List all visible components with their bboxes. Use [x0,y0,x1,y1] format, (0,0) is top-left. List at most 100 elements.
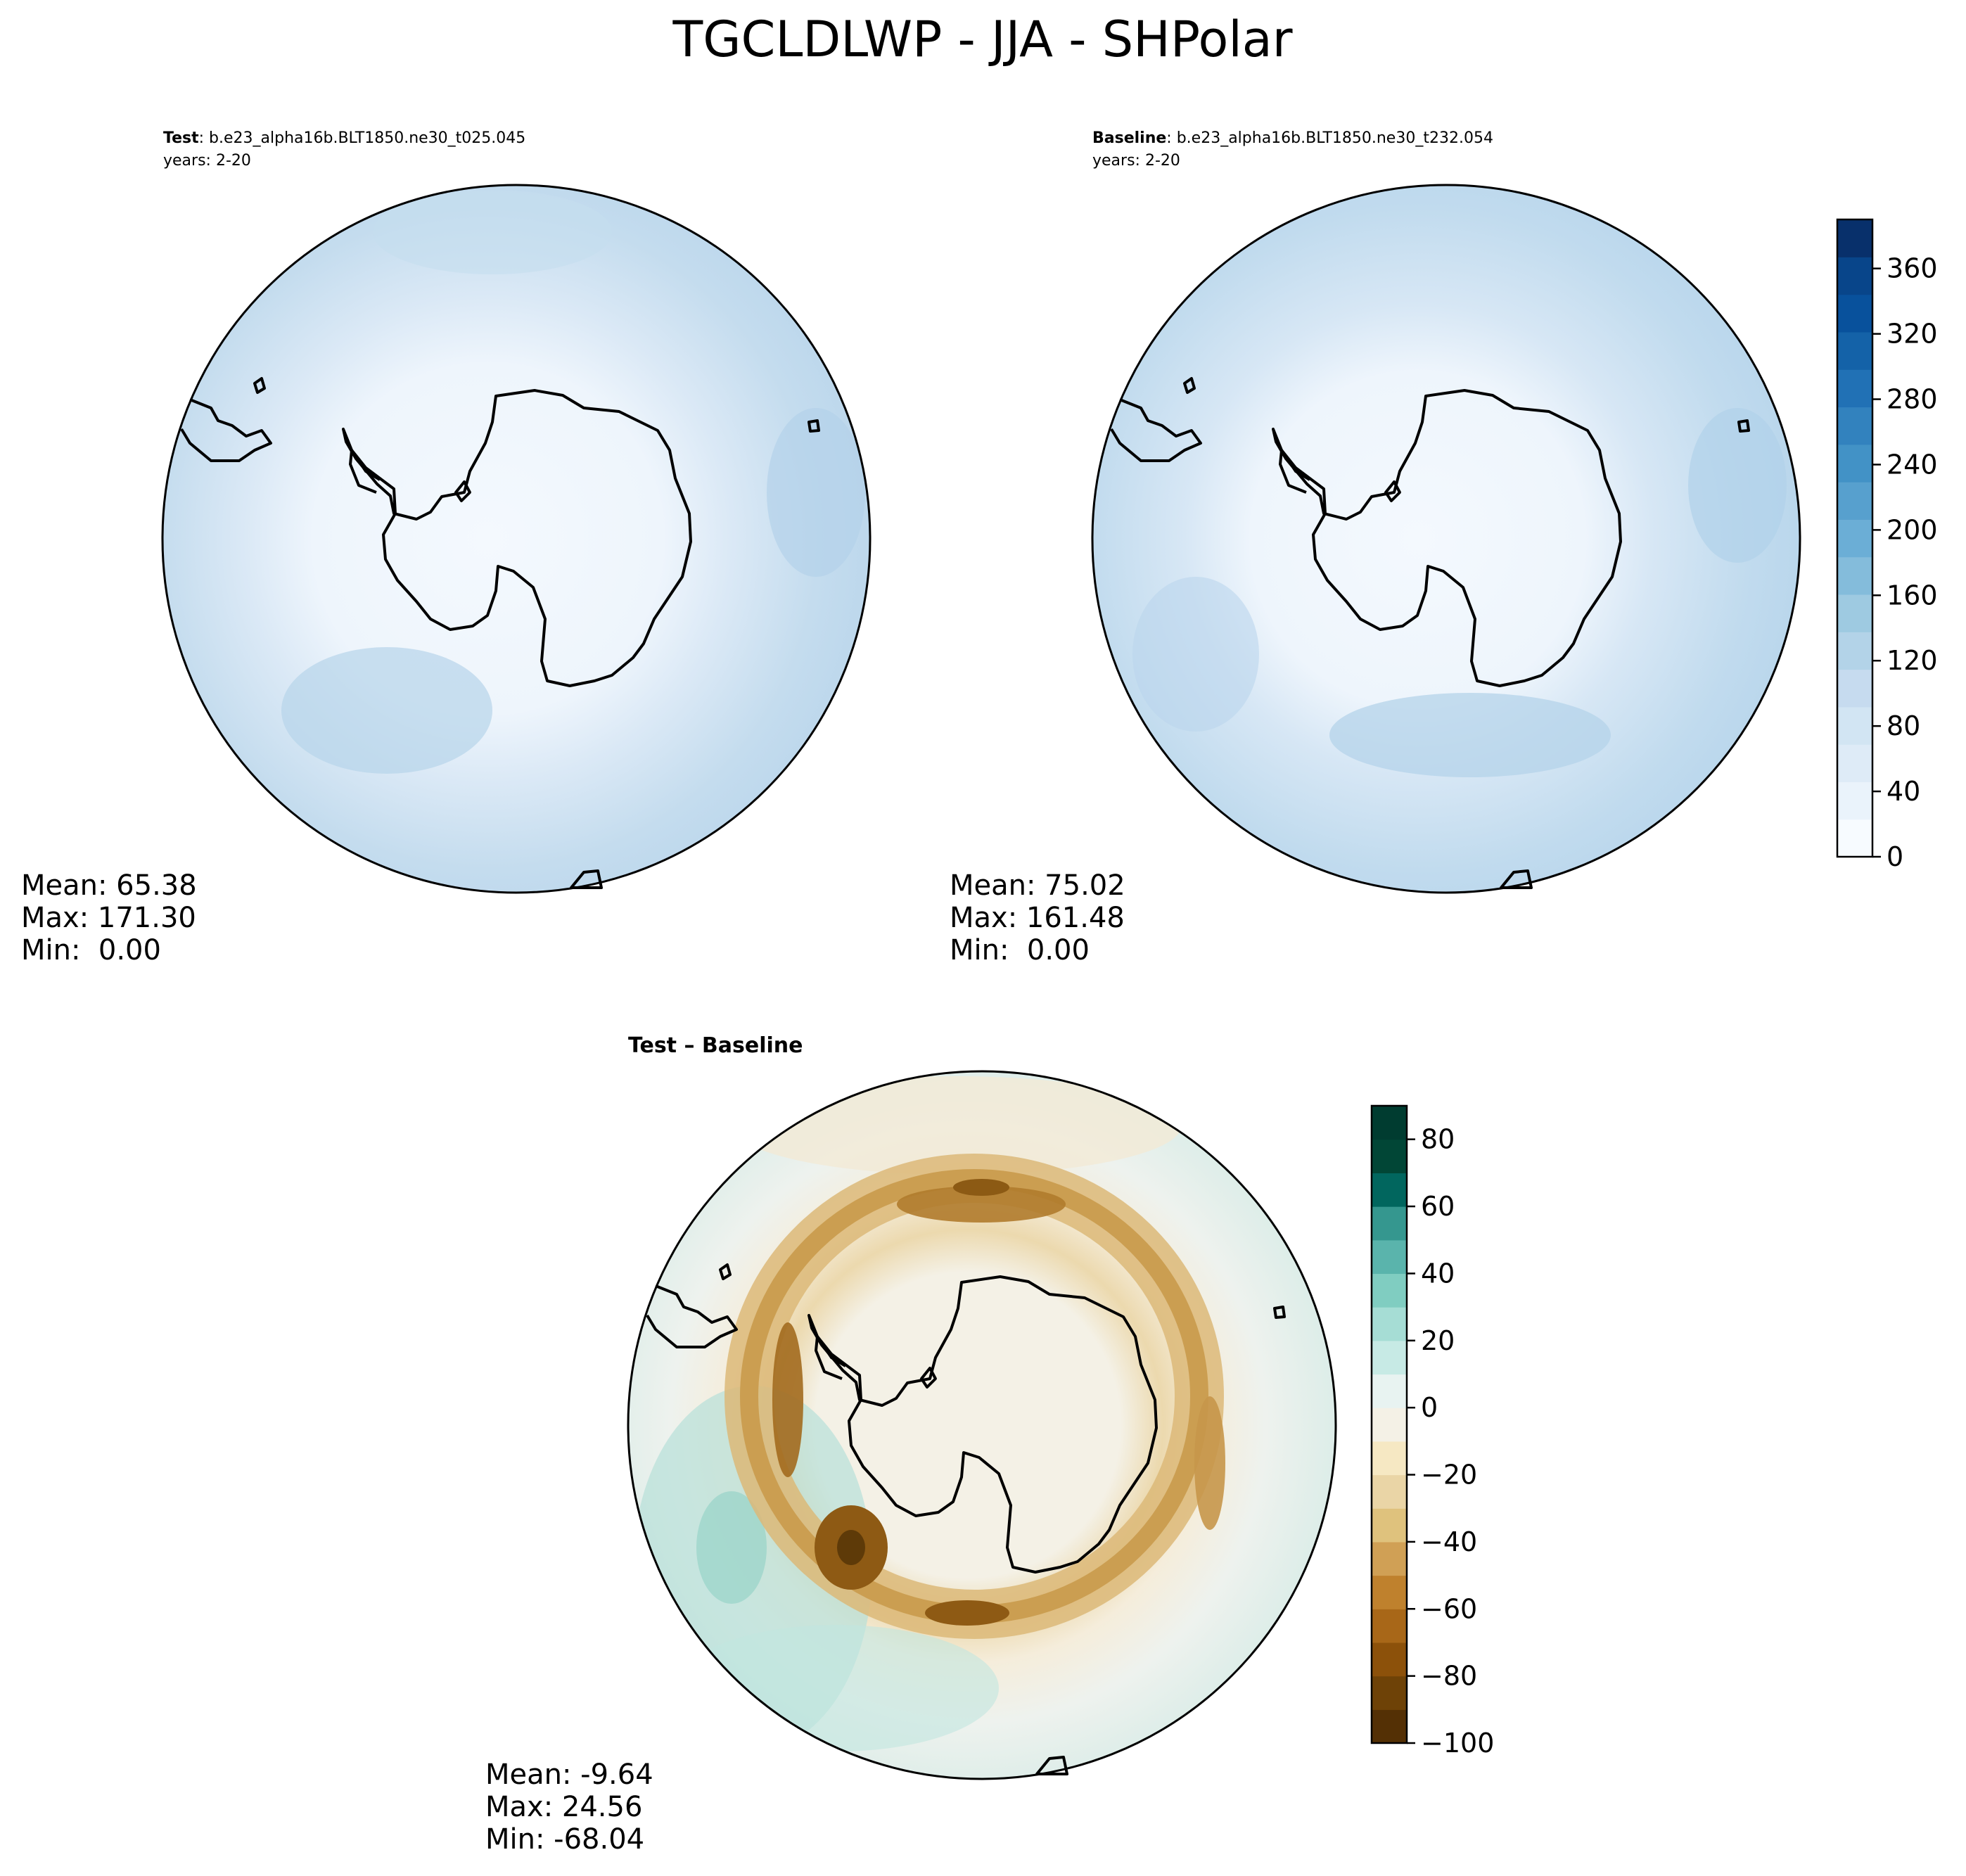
south-america-tip [646,1284,738,1348]
difference-coastlines [646,1263,1286,1775]
difference-field-patch [696,1491,767,1604]
small-island [1737,419,1750,433]
difference-field-patch [772,1322,803,1477]
colorbar-difference: −100 −80 −60 −40 −20 0 20 40 60 80 [1370,1104,1494,1759]
field-colorbar-border [1836,218,1874,858]
difference-panel: Test – Baseline [485,1033,1494,1856]
difference-colorbar-segment [1372,1609,1407,1643]
difference-colorbar-segment [1372,1239,1407,1275]
test-mean: Mean: 65.38 [21,869,197,902]
difference-colorbar-segment [1372,1206,1407,1241]
field-colorbar-tick-label: 0 [1887,841,1903,872]
difference-field-patch [925,1600,1009,1626]
test-field-patch [281,647,492,774]
difference-colorbar-segment [1372,1575,1407,1609]
antarctic-peninsula [1279,449,1311,494]
field-colorbar-tick-label: 80 [1887,710,1920,741]
baseline-map [1091,184,1801,894]
difference-colorbar-segment [1372,1474,1407,1509]
small-island [1035,1756,1068,1775]
antarctic-peninsula [349,449,381,494]
field-colorbar-tick-label: 360 [1887,253,1938,284]
field-colorbar-segment [1837,556,1872,595]
difference-field-patch [1194,1396,1225,1530]
difference-colorbar-segment [1372,1642,1407,1677]
field-colorbar-segment [1837,781,1872,820]
difference-colorbar-segment [1372,1273,1407,1308]
south-america-tip [1110,398,1202,462]
antarctica-coastline [808,1275,1158,1574]
antarctic-peninsula [815,1335,847,1380]
antarctica-coastline [342,389,692,687]
baseline-field-patch [1132,577,1259,732]
south-america-island [719,1263,732,1280]
test-stats: Mean: 65.38 Max: 171.30 Min: 0.00 [21,869,197,966]
difference-colorbar-segment [1372,1441,1407,1476]
difference-colorbar-segment [1372,1173,1407,1207]
baseline-years: years: 2-20 [1092,152,1180,170]
test-label: Test: b.e23_alpha16b.BLT1850.ne30_t025.0… [163,129,525,147]
baseline-label-bold: Baseline [1092,129,1166,147]
test-field-patch [767,408,865,577]
difference-field-patch [732,1076,1182,1175]
field-colorbar-segment [1837,219,1872,257]
field-colorbar-segment [1837,444,1872,483]
field-colorbar-segment [1837,594,1872,632]
field-colorbar-segment [1837,257,1872,295]
field-colorbar-tick-label: 280 [1887,384,1938,415]
difference-colorbar-segment [1372,1709,1407,1744]
difference-map-border [627,1070,1337,1780]
difference-max: Max: 24.56 [485,1791,642,1823]
difference-field-patch [675,1625,999,1751]
difference-colorbar-tick-label: 0 [1421,1392,1438,1423]
difference-min: Min: -68.04 [485,1823,644,1856]
field-colorbar-segment [1837,369,1872,408]
field-colorbar-tick-label: 160 [1887,580,1938,611]
small-island [570,869,603,889]
field-colorbar-segment [1837,669,1872,708]
difference-colorbar-tick-label: −60 [1421,1593,1477,1624]
difference-field-patch [837,1530,865,1565]
baseline-max: Max: 161.48 [950,902,1125,934]
field-colorbar-segment [1837,407,1872,445]
south-america-tip [180,398,272,462]
difference-mean: Mean: -9.64 [485,1759,653,1791]
difference-colorbar-segment [1372,1541,1407,1576]
test-map [161,184,872,894]
field-colorbar-tick-label: 320 [1887,319,1938,350]
difference-colorbar-tick-label: −80 [1421,1661,1477,1692]
small-island [454,480,471,502]
test-map-border [161,184,872,894]
field-colorbar-segment [1837,632,1872,670]
baseline-label-case: : b.e23_alpha16b.BLT1850.ne30_t232.054 [1166,129,1493,147]
baseline-mean: Mean: 75.02 [950,869,1125,902]
difference-colorbar-tick-label: 20 [1421,1325,1455,1356]
baseline-map-border [1091,184,1801,894]
field-colorbar-segment [1837,331,1872,370]
difference-colorbar-segment [1372,1508,1407,1543]
difference-colorbar-segment [1372,1139,1407,1173]
difference-label: Test – Baseline [628,1033,803,1058]
baseline-label: Baseline: b.e23_alpha16b.BLT1850.ne30_t2… [1092,129,1493,147]
field-colorbar-segment [1837,294,1872,333]
difference-colorbar-segment [1372,1676,1407,1710]
test-min: Min: 0.00 [21,934,161,966]
difference-colorbar-segment [1372,1408,1407,1442]
difference-colorbar-segment [1372,1106,1407,1140]
baseline-field [1092,185,1800,893]
test-max: Max: 171.30 [21,902,196,934]
test-label-case: : b.e23_alpha16b.BLT1850.ne30_t025.045 [199,129,526,147]
field-colorbar-segment [1837,706,1872,745]
field-colorbar-segment [1837,744,1872,783]
field-colorbar-tick-label: 240 [1887,449,1938,480]
small-island [808,419,820,433]
difference-colorbar-tick-label: 80 [1421,1124,1455,1155]
difference-colorbar-segment [1372,1374,1407,1408]
figure-title: TGCLDLWP - JJA - SHPolar [672,11,1293,68]
difference-colorbar-segment [1372,1307,1407,1341]
small-island [1273,1306,1286,1319]
small-island [1384,480,1401,502]
test-field-patch [373,190,612,274]
field-colorbar-tick-label: 120 [1887,645,1938,676]
